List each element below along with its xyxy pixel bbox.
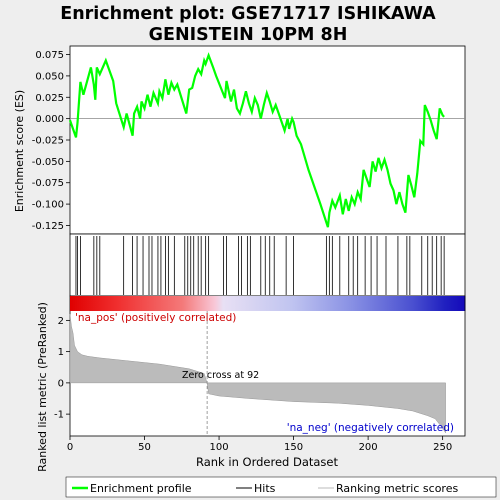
x-axis-label: Rank in Ordered Dataset [196, 455, 339, 469]
es-y-tick-label: -0.050 [32, 157, 64, 168]
legend-label: Ranking metric scores [336, 482, 458, 495]
es-y-tick-label: -0.075 [32, 178, 64, 189]
rank-color-bar-cover [465, 296, 476, 311]
hits-panel [69, 233, 466, 297]
zero-cross-label: Zero cross at 92 [182, 370, 259, 381]
metric-y-axis-label: Ranked list metric (PreRanked) [36, 302, 49, 472]
metric-y-tick-label: -1 [54, 410, 64, 421]
x-tick-label: 0 [67, 442, 73, 453]
es-y-tick-label: 0.000 [35, 114, 64, 125]
metric-y-tick-label: 1 [58, 347, 64, 358]
enrichment-profile-series [68, 52, 445, 228]
metric-y-tick-label: 2 [58, 316, 64, 327]
es-y-axis-label: Enrichment score (ES) [13, 90, 26, 212]
es-y-tick-label: 0.075 [35, 50, 64, 61]
es-axis-ticks: 0.075 0.050 0.025 0.000 -0.025 -0.050 -0.075 -0… [32, 50, 465, 232]
hits-series [75, 236, 445, 295]
es-y-tick-label: -0.125 [32, 221, 64, 232]
rank-color-bar [70, 296, 473, 311]
chart-title-line2: GENISTEIN 10PM 8H [149, 25, 348, 45]
es-panel [69, 45, 466, 235]
es-y-tick-label: -0.025 [32, 136, 64, 147]
legend-box [65, 476, 497, 498]
x-tick-label: 50 [138, 442, 151, 453]
legend: Enrichment profile Hits Ranking metric sco… [65, 476, 497, 498]
enrichment-profile-line [68, 52, 445, 228]
x-tick-label: 200 [359, 442, 378, 453]
ranking-metric-area [69, 314, 446, 434]
metric-axis-ticks: 2 1 0 -1 0 50 100 150 200 250 [54, 316, 452, 453]
neg-correlated-label: 'na_neg' (negatively correlated) [287, 422, 454, 434]
legend-label: Enrichment profile [90, 482, 192, 495]
x-tick-label: 250 [433, 442, 452, 453]
chart-title-line1: Enrichment plot: GSE71717 ISHIKAWA [60, 4, 436, 24]
es-y-tick-label: -0.100 [32, 200, 64, 211]
es-y-tick-label: 0.025 [35, 93, 64, 104]
x-tick-label: 100 [210, 442, 229, 453]
es-y-tick-label: 0.050 [35, 71, 64, 82]
ranking-metric-series [69, 311, 446, 436]
metric-y-tick-label: 0 [58, 378, 64, 389]
legend-label: Hits [254, 482, 276, 495]
x-tick-label: 150 [284, 442, 303, 453]
pos-correlated-label: 'na_pos' (positively correlated) [75, 312, 236, 324]
